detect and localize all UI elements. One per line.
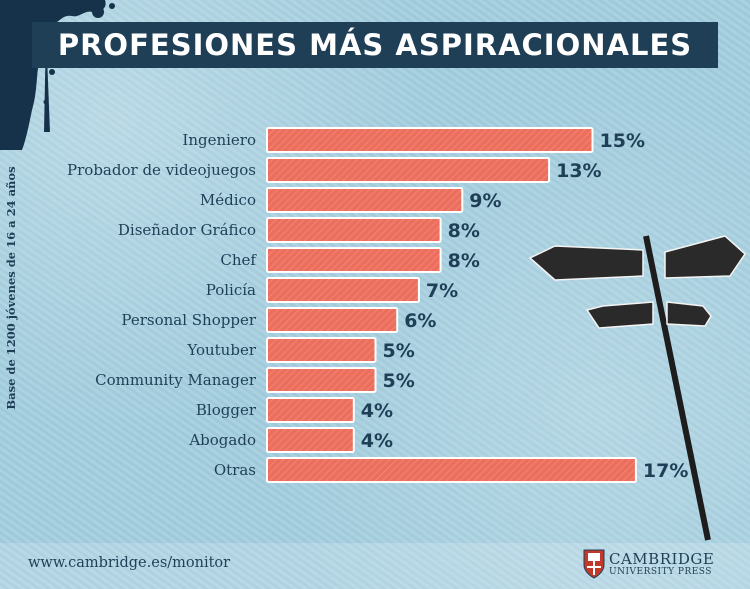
bar <box>266 127 594 153</box>
bar <box>266 457 637 483</box>
bar <box>266 157 551 183</box>
footer <box>0 543 750 589</box>
logo-name: CAMBRIDGE <box>609 550 715 568</box>
category-label: Chef <box>220 251 257 269</box>
bar <box>266 247 442 273</box>
category-label: Médico <box>200 191 256 209</box>
value-label: 17% <box>643 460 688 482</box>
value-label: 5% <box>383 370 415 392</box>
bar <box>266 217 442 243</box>
bar <box>266 397 355 423</box>
category-label: Abogado <box>188 431 256 449</box>
signpost-icon <box>528 235 746 541</box>
bar <box>266 307 399 333</box>
value-label: 8% <box>448 250 480 272</box>
bar <box>266 427 355 453</box>
value-label: 6% <box>404 310 436 332</box>
value-label: 13% <box>556 160 601 182</box>
bar <box>266 187 464 213</box>
value-label: 4% <box>361 430 393 452</box>
category-label: Youtuber <box>186 341 256 359</box>
title-banner: PROFESIONES MÁS ASPIRACIONALES <box>32 22 718 68</box>
value-label: 15% <box>600 130 645 152</box>
bar <box>266 277 420 303</box>
value-label: 5% <box>383 340 415 362</box>
value-label: 7% <box>426 280 458 302</box>
page-title: PROFESIONES MÁS ASPIRACIONALES <box>57 28 693 62</box>
value-label: 9% <box>469 190 501 212</box>
bar <box>266 337 377 363</box>
cambridge-shield-icon <box>583 549 605 579</box>
value-label: 4% <box>361 400 393 422</box>
value-label: 8% <box>448 220 480 242</box>
category-label: Personal Shopper <box>121 311 256 329</box>
footer-url[interactable]: www.cambridge.es/monitor <box>28 555 231 571</box>
category-label: Probador de videojuegos <box>67 161 256 179</box>
bar <box>266 367 377 393</box>
category-label: Blogger <box>196 401 257 419</box>
category-label: Policía <box>206 281 256 299</box>
category-label: Community Manager <box>95 371 257 389</box>
category-label: Diseñador Gráfico <box>118 221 256 239</box>
cambridge-logo: CAMBRIDGE UNIVERSITY PRESS <box>583 549 723 581</box>
logo-subtitle: UNIVERSITY PRESS <box>609 567 712 577</box>
category-label: Otras <box>214 461 256 479</box>
category-label: Ingeniero <box>182 131 256 149</box>
